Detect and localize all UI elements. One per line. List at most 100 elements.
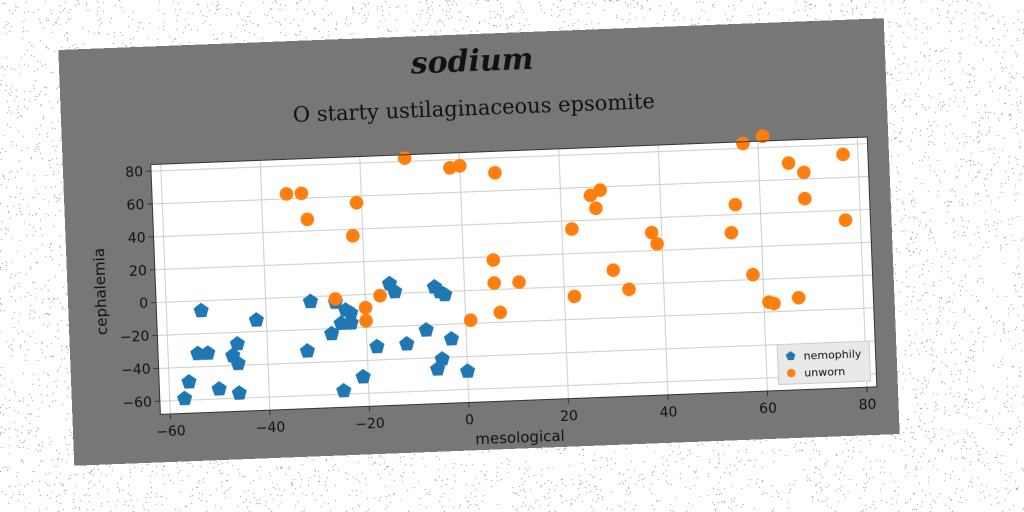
unworn-point bbox=[644, 225, 659, 240]
nemophily-point bbox=[355, 368, 371, 384]
unworn-point bbox=[463, 313, 478, 327]
x-tick-label: −20 bbox=[355, 416, 385, 433]
x-gridline bbox=[558, 148, 569, 399]
unworn-point bbox=[358, 300, 373, 315]
x-gridline bbox=[160, 164, 171, 414]
legend-label: nemophily bbox=[803, 347, 862, 362]
y-gridline bbox=[159, 373, 877, 402]
x-axis-label: mesological bbox=[475, 427, 565, 448]
unworn-point bbox=[328, 292, 343, 306]
nemophily-point bbox=[333, 315, 349, 331]
unworn-point bbox=[589, 201, 603, 216]
y-tick-label: −20 bbox=[120, 329, 150, 346]
nemophily-point bbox=[181, 374, 197, 389]
axes: −60 −40 −20 0 20 40 60 80 −60 −40 −20 0 20 40 60 80 bbox=[120, 136, 878, 441]
scatter-plot: −60 −40 −20 0 20 40 60 80 −60 −40 −20 0 20 40 60 80 mes… bbox=[90, 129, 878, 448]
unworn-point bbox=[300, 212, 315, 227]
unworn-point bbox=[567, 289, 582, 304]
nemophily-point bbox=[459, 363, 476, 378]
y-gridline bbox=[158, 340, 876, 369]
nemophily-point bbox=[302, 293, 319, 309]
unworn-point bbox=[798, 191, 812, 206]
y-tick-label: 0 bbox=[139, 296, 149, 312]
y-tick-label: −60 bbox=[122, 395, 152, 412]
y-axis-label: cephalemia bbox=[90, 248, 111, 336]
x-tick-label: 80 bbox=[858, 397, 876, 414]
unworn-point bbox=[622, 282, 636, 297]
x-gridline bbox=[259, 160, 271, 411]
unworn-point bbox=[493, 305, 508, 320]
unworn-point bbox=[279, 187, 294, 201]
nemophily-point bbox=[190, 345, 206, 361]
y-tick-label: 60 bbox=[126, 197, 144, 214]
unworn-point bbox=[781, 156, 796, 170]
nemophily-point bbox=[324, 325, 340, 341]
unworn-point bbox=[294, 186, 309, 201]
plot-frame bbox=[150, 136, 878, 415]
nemophily-point bbox=[299, 343, 315, 358]
unworn-point bbox=[359, 314, 373, 328]
x-tick-label: 40 bbox=[659, 405, 677, 422]
y-tick-label: 20 bbox=[129, 263, 147, 280]
legend-box bbox=[776, 340, 872, 386]
unworn-point bbox=[650, 237, 664, 251]
data-marks bbox=[177, 129, 853, 406]
nemophily-point bbox=[229, 335, 245, 351]
nemophily-point bbox=[399, 335, 415, 351]
unworn-point bbox=[724, 225, 739, 240]
unworn-point bbox=[349, 195, 364, 210]
nemophily-point bbox=[343, 315, 359, 330]
x-tick-label: −40 bbox=[255, 420, 285, 437]
unworn-point bbox=[373, 288, 387, 303]
nemophily-point bbox=[177, 390, 193, 406]
unworn-point bbox=[836, 147, 850, 162]
nemophily-point bbox=[230, 355, 246, 371]
legend-label: unworn bbox=[804, 365, 845, 380]
unworn-point bbox=[767, 296, 781, 311]
nemophily-point bbox=[343, 305, 359, 320]
nemophily-point bbox=[437, 286, 453, 302]
y-gridline bbox=[151, 143, 868, 172]
x-tick-label: 60 bbox=[759, 401, 777, 418]
unworn-legend-marker bbox=[787, 368, 796, 378]
unworn-point bbox=[512, 275, 526, 289]
y-gridline bbox=[157, 307, 874, 336]
unworn-point bbox=[728, 197, 743, 212]
unworn-point bbox=[797, 165, 811, 180]
nemophily-point bbox=[200, 345, 216, 360]
unworn-point bbox=[838, 213, 853, 227]
unworn-point bbox=[565, 222, 579, 236]
x-gridline bbox=[458, 152, 470, 403]
x-gridline bbox=[757, 141, 768, 392]
unworn-point bbox=[736, 136, 750, 151]
unworn-point bbox=[487, 276, 501, 290]
nemophily-point bbox=[429, 361, 446, 376]
nemophily-legend-marker bbox=[785, 351, 796, 361]
x-tick-label: −60 bbox=[156, 423, 186, 440]
y-tick-label: −40 bbox=[121, 362, 151, 379]
unworn-point bbox=[791, 290, 806, 305]
nemophily-point bbox=[387, 283, 403, 299]
y-gridline bbox=[154, 241, 872, 271]
x-tick-label: 20 bbox=[560, 408, 578, 425]
nemophily-point bbox=[193, 302, 209, 318]
x-tick-label: 0 bbox=[465, 412, 475, 428]
y-tick-label: 80 bbox=[125, 164, 143, 181]
grid-lines bbox=[150, 137, 877, 415]
plot-area bbox=[150, 137, 877, 415]
chart-card: sodium O starty ustilaginaceous epsomite… bbox=[58, 18, 900, 466]
x-gridline bbox=[657, 145, 669, 395]
nemophily-point bbox=[369, 338, 385, 354]
nemophily-point bbox=[336, 382, 352, 398]
legend: nemophily unworn bbox=[776, 340, 872, 386]
unworn-point bbox=[488, 165, 502, 180]
y-gridline bbox=[152, 175, 869, 205]
unworn-point bbox=[606, 263, 621, 278]
unworn-point bbox=[452, 159, 467, 173]
y-tick-label: 40 bbox=[127, 230, 145, 247]
nemophily-point bbox=[418, 322, 434, 337]
nemophily-point bbox=[231, 385, 247, 400]
unworn-point bbox=[346, 228, 360, 243]
nemophily-point bbox=[248, 312, 264, 327]
y-gridline bbox=[153, 208, 871, 238]
